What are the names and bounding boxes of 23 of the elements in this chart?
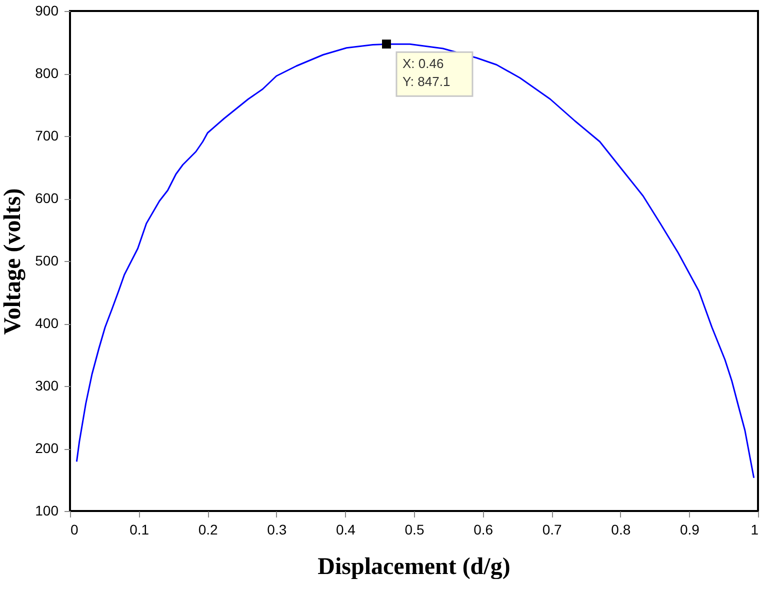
x-tick-label: 0: [70, 522, 78, 538]
x-tick-label: 0.2: [198, 522, 218, 538]
x-tick-label: 0.9: [680, 522, 700, 538]
x-tick-label: 0.6: [474, 522, 494, 538]
y-tick-label: 600: [35, 190, 59, 206]
x-tick-label: 0.4: [336, 522, 356, 538]
annotation: X: 0.46 Y: 847.1: [402, 56, 450, 90]
y-tick-label: 500: [35, 252, 59, 268]
y-tick-label: 700: [35, 128, 59, 144]
x-tick-label: 0.7: [542, 522, 562, 538]
x-tick-label: 0.3: [267, 522, 287, 538]
y-tick-label: 800: [35, 65, 59, 81]
x-tick-label: 1: [750, 522, 759, 538]
y-tick-label: 200: [35, 440, 59, 456]
x-axis-title: Displacement (d/g): [318, 554, 510, 580]
y-tick-label: 100: [35, 502, 59, 518]
y-tick-label: 400: [35, 315, 59, 331]
x-tick-label: 0.5: [404, 522, 424, 538]
y-axis-title: Voltage (volts): [0, 188, 26, 335]
y-tick-label: 900: [35, 2, 59, 18]
y-tick-label: 300: [35, 378, 59, 394]
x-tick-label: 0.8: [611, 522, 631, 538]
x-tick-label: 0.1: [130, 522, 150, 538]
